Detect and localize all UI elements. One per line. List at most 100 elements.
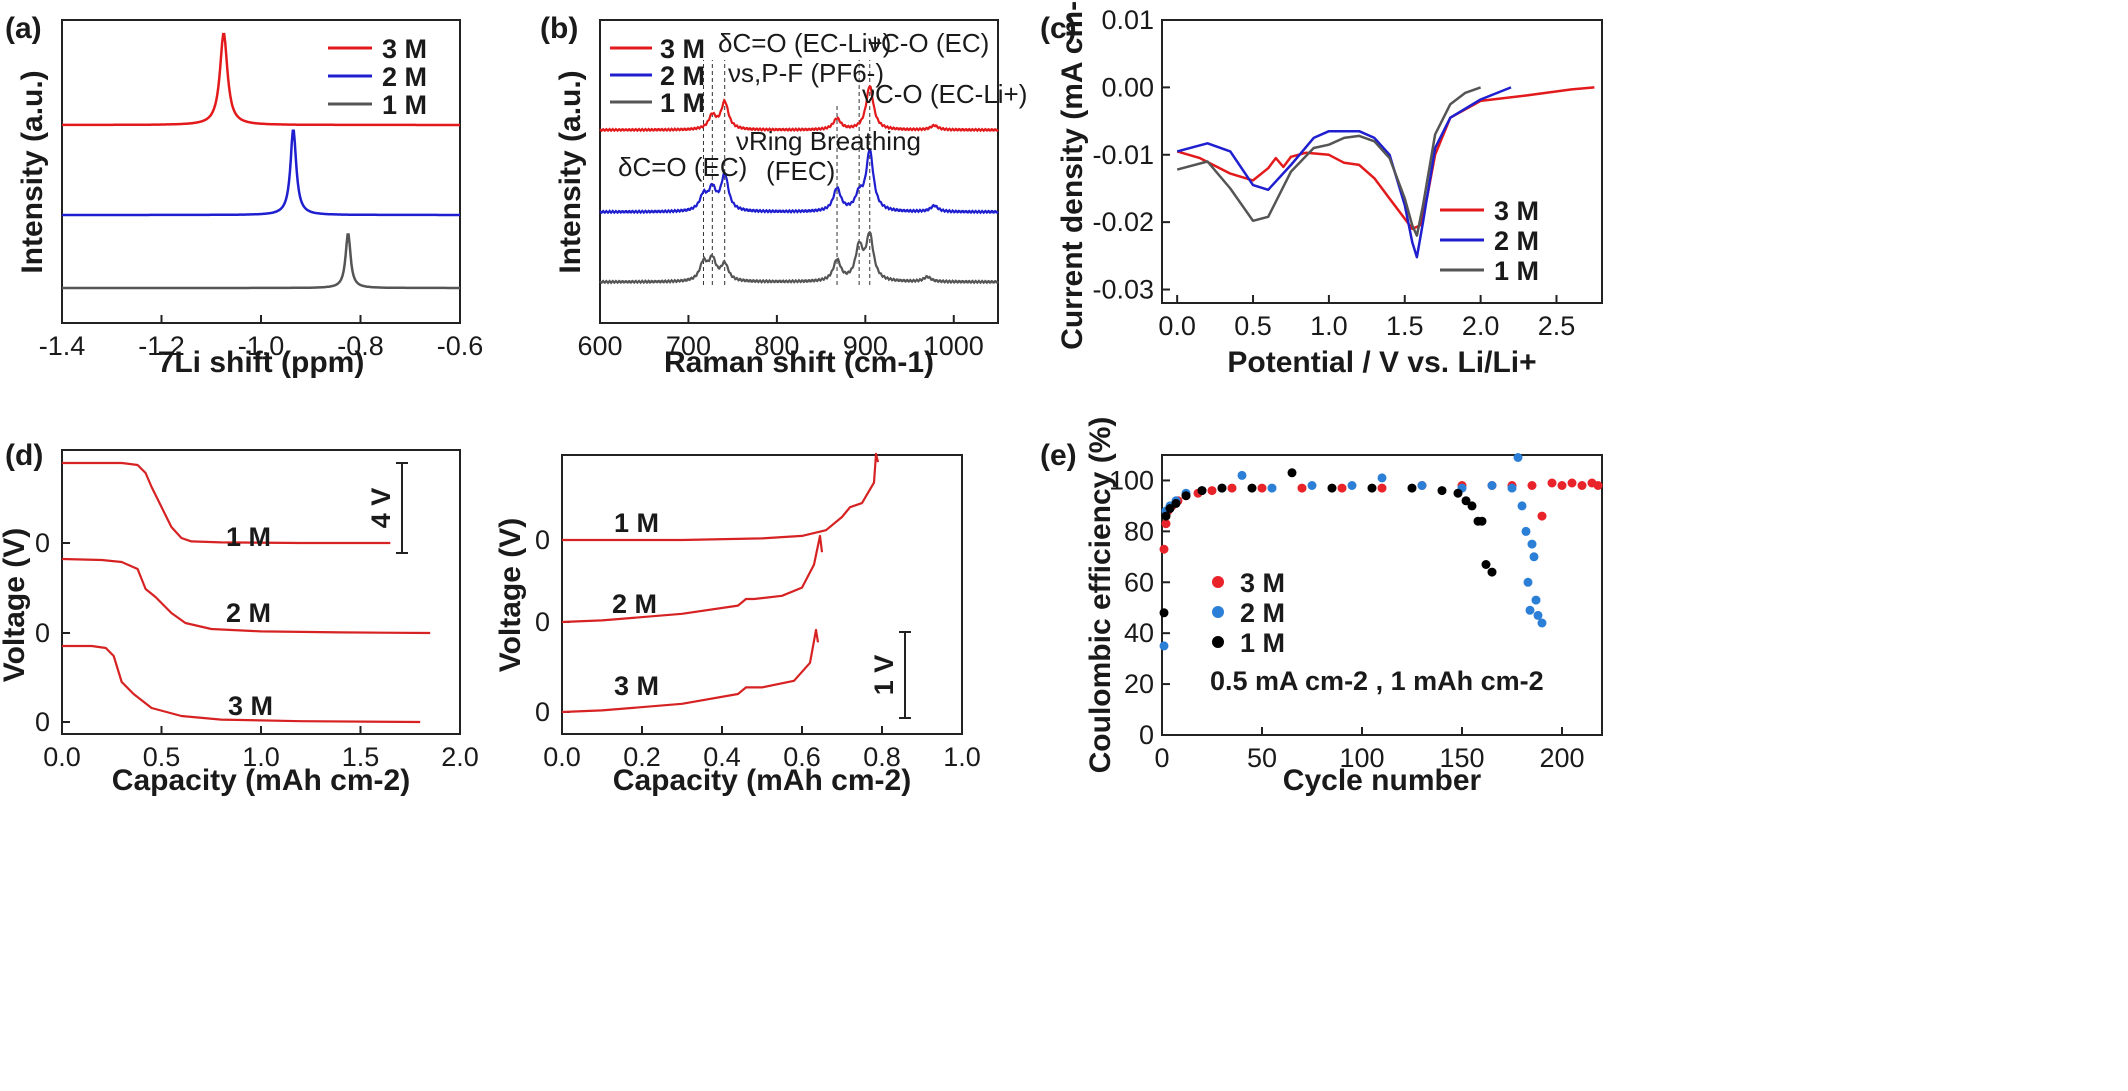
panel-c-ticks: 0.0 0.5 1.0 1.5 2.0 2.5 0.01 0.00 -0.01 -0.02 -0.0… [1092,5,1575,341]
panel-e-point-1m-19 [1487,567,1497,577]
panel-e-point-3m-1 [1161,519,1171,529]
panel-e-point-3m-24 [1593,481,1603,490]
panel-e-point-1m-8 [1287,468,1297,478]
panel-d-right-xtick-label-5: 1.0 [943,742,981,772]
panel-b-y-label: Intensity (a.u.) [554,70,587,273]
panel-c-ytick-label-1: 0.00 [1101,72,1154,102]
panel-a-legend: 3 M 2 M 1 M [328,34,427,120]
panel-a-y-label: Intensity (a.u.) [16,70,49,273]
scale-bar-4v-label: 4 V [366,488,396,529]
panel-a-xtick-label-0: -1.4 [39,331,86,361]
scale-bar-1v: 1 V [869,631,911,719]
panel-e-ytick-label-5: 100 [1109,465,1154,495]
panel-label-d: (d) [5,439,43,472]
panel-e-point-3m-22 [1577,481,1587,490]
panel-e-point-1m-13 [1453,488,1463,498]
panel-d-right: 0.0 0.2 0.4 0.6 0.8 1.0 0 0 0 Capacity (mAh cm-2… [494,452,981,797]
panel-e-point-1m-17 [1477,516,1487,526]
legend-label-1m-a: 1 M [382,90,427,120]
panel-d-left-ytick-label-0: 0 [35,528,50,558]
panel-e-point-3m-8 [1227,483,1237,493]
scale-bar-1v-label: 1 V [869,655,899,696]
panel-b: (b) 600 700 800 900 1000 Raman shift (cm-1) … [540,12,1027,379]
panel-c-xtick-label-1: 0.5 [1234,311,1272,341]
panel-e-point-1m-2 [1165,504,1175,513]
panel-label-b: (b) [540,12,578,45]
panel-e-point-2m-21 [1527,539,1537,549]
panel-d-right-series [561,452,880,714]
panel-c-xtick-label-0: 0.0 [1158,311,1196,341]
panel-e-point-2m-8 [1267,483,1277,493]
legend-label-3m-c: 3 M [1494,196,1539,226]
panel-e-point-1m-7 [1247,483,1257,493]
panel-e-ytick-label-2: 40 [1124,618,1154,648]
panel-c-y-label: Current density (mA cm-2) [1056,0,1089,350]
panel-d-left-xtick-label-1: 0.5 [143,742,181,772]
panel-d-left-ytick-label-1: 0 [35,618,50,648]
legend-label-3m-a: 3 M [382,34,427,64]
panel-a-xtick-label-1: -1.2 [138,331,185,361]
panel-d-right-ytick-label-2: 0 [535,697,550,727]
panel-e-legend: 3 M 2 M 1 M [1212,568,1285,658]
legend-label-1m-e: 1 M [1240,628,1285,658]
panel-e-point-3m-18 [1537,511,1547,521]
legend-label-1m-b: 1 M [660,88,705,118]
legend-marker-1m-e [1212,636,1224,648]
annotation-dco-ec-li: δC=O (EC-Li+) [718,28,891,58]
curve-label-2m-d: 2 M [226,598,271,628]
annotation-vco-ec-li: νC-O (EC-Li+) [862,79,1027,109]
panel-d-right-xtick-label-0: 0.0 [543,742,581,772]
panel-d-right-xtick-label-1: 0.2 [623,742,661,772]
panel-e-point-1m-6 [1217,483,1227,493]
panel-e-y-label: Coulombic efficiency (%) [1084,417,1117,774]
panel-e-point-2m-15 [1507,483,1517,493]
panel-e-point-1m-15 [1467,501,1477,511]
panel-e-condition-annotation: 0.5 mA cm-2 , 1 mAh cm-2 [1210,666,1544,696]
panel-d-right-frame [561,454,963,735]
panel-b-line-3m [599,84,999,133]
panel-e-ytick-label-3: 60 [1124,567,1154,597]
legend-label-1m-c: 1 M [1494,256,1539,286]
panel-c-xtick-label-4: 2.0 [1462,311,1500,341]
annotation-vspf-pf6: νs,P-F (PF6-) [728,58,884,88]
panel-a-xtick-label-3: -0.8 [337,331,384,361]
panel-e-point-2m-22 [1529,552,1539,562]
panel-c-xtick-label-3: 1.5 [1386,311,1424,341]
curve-label-2m-d2: 2 M [612,589,657,619]
curve-label-1m-d: 1 M [226,522,271,552]
panel-e-point-3m-7 [1207,486,1217,496]
panel-e-point-1m-3 [1171,498,1181,508]
panel-b-series [599,84,999,285]
panel-e-point-2m-17 [1517,501,1527,511]
panel-e-point-2m-25 [1537,618,1547,628]
panel-label-a: (a) [5,12,42,45]
panel-d-right-ytick-label-1: 0 [535,607,550,637]
panel-a-xtick-label-2: -1.0 [238,331,285,361]
panel-e-frame [1161,454,1603,736]
panel-a-x-ticks: -1.4 -1.2 -1.0 -0.8 -0.6 [39,315,483,361]
scale-bar-4v: 4 V [366,462,408,554]
panel-e-point-3m-0 [1159,544,1169,554]
panel-d-left-y-label: Voltage (V) [0,528,31,682]
panel-d-right-ticks: 0.0 0.2 0.4 0.6 0.8 1.0 0 0 0 [535,525,981,772]
panel-label-c: (c) [1040,12,1077,45]
panel-e-point-1m-1 [1161,511,1171,521]
panel-e-ytick-label-1: 20 [1124,669,1154,699]
panel-c: (c) 0.0 0.5 1.0 1.5 2.0 2.5 0.01 0.00 -0.01 -0.02… [1040,0,1603,379]
panel-b-xtick-label-4: 1000 [924,331,984,361]
legend-label-3m-b: 3 M [660,34,705,64]
panel-c-xtick-label-2: 1.0 [1310,311,1348,341]
panel-d-right-line-2m [561,534,824,624]
panel-e-ytick-label-0: 0 [1139,720,1154,750]
panel-c-frame [1161,19,1603,304]
panel-d-left-line-2m [61,557,431,635]
panel-b-legend: 3 M 2 M 1 M [610,34,705,118]
panel-d-right-xtick-label-2: 0.4 [703,742,741,772]
legend-marker-3m-e [1212,576,1224,588]
panel-d-left-ticks: 0.0 0.5 1.0 1.5 2.0 0 0 0 [35,528,479,772]
panel-a-line-1m [62,233,460,290]
panel-a: (a) -1.4 -1.2 -1.0 -0.8 -0.6 7Li shift (ppm)… [5,12,483,379]
panel-b-xtick-label-2: 800 [754,331,799,361]
panel-d-left-line-3m [62,644,421,724]
panel-e-point-2m-19 [1523,577,1533,587]
